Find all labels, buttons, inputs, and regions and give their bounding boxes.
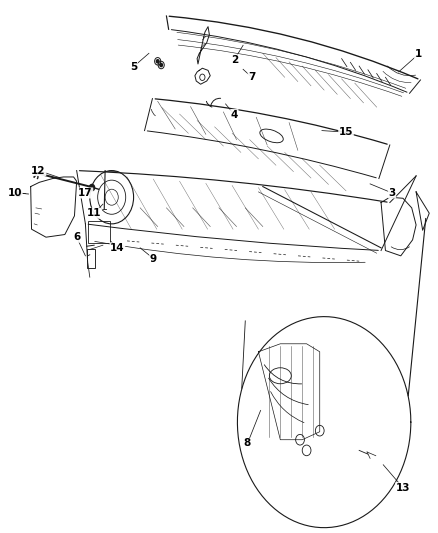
Text: 4: 4 (231, 110, 238, 119)
Bar (87, 249, 95, 268)
Text: 11: 11 (87, 208, 102, 218)
Text: 5: 5 (130, 62, 137, 71)
Text: 10: 10 (7, 188, 22, 198)
Text: 8: 8 (244, 439, 251, 448)
Text: 13: 13 (396, 483, 410, 492)
Text: 7: 7 (248, 72, 255, 82)
Text: 15: 15 (339, 127, 353, 137)
Text: 6: 6 (73, 232, 80, 242)
Text: 14: 14 (110, 243, 125, 253)
Text: 9: 9 (150, 254, 157, 263)
Circle shape (89, 184, 95, 191)
Text: 1: 1 (415, 50, 422, 59)
Bar (88, 221, 110, 243)
Circle shape (156, 60, 159, 63)
Circle shape (17, 191, 20, 195)
Text: 3: 3 (389, 188, 396, 198)
Text: 17: 17 (78, 188, 93, 198)
Circle shape (160, 63, 162, 67)
Text: 2: 2 (231, 55, 238, 64)
Text: 12: 12 (31, 166, 46, 175)
